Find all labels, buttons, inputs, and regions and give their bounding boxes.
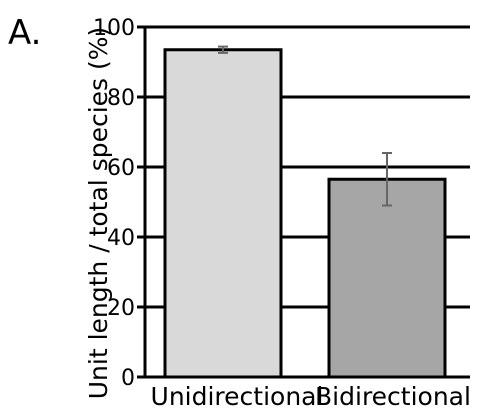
y-tick-label-60: 60 — [107, 156, 135, 181]
category-label-unidirectional: Unidirectional — [151, 382, 324, 411]
bars — [163, 48, 447, 379]
error-bar-bidirectional — [382, 152, 392, 207]
y-ticks: 0 20 40 60 80 100 — [93, 16, 145, 391]
y-tick-label-20: 20 — [107, 296, 135, 321]
category-label-bidirectional: Bidirectional — [315, 382, 471, 411]
bar-unidirectional — [163, 48, 283, 379]
y-tick-label-100: 100 — [93, 16, 135, 41]
y-tick-label-0: 0 — [121, 366, 135, 391]
error-bars — [218, 45, 392, 207]
y-tick-label-80: 80 — [107, 86, 135, 111]
y-tick-label-40: 40 — [107, 226, 135, 251]
error-bar-unidirectional — [218, 45, 228, 54]
bar-bidirectional — [327, 177, 447, 379]
panel-label: A. — [8, 13, 42, 53]
y-axis-label: Unit length / total species (%) — [84, 27, 113, 400]
